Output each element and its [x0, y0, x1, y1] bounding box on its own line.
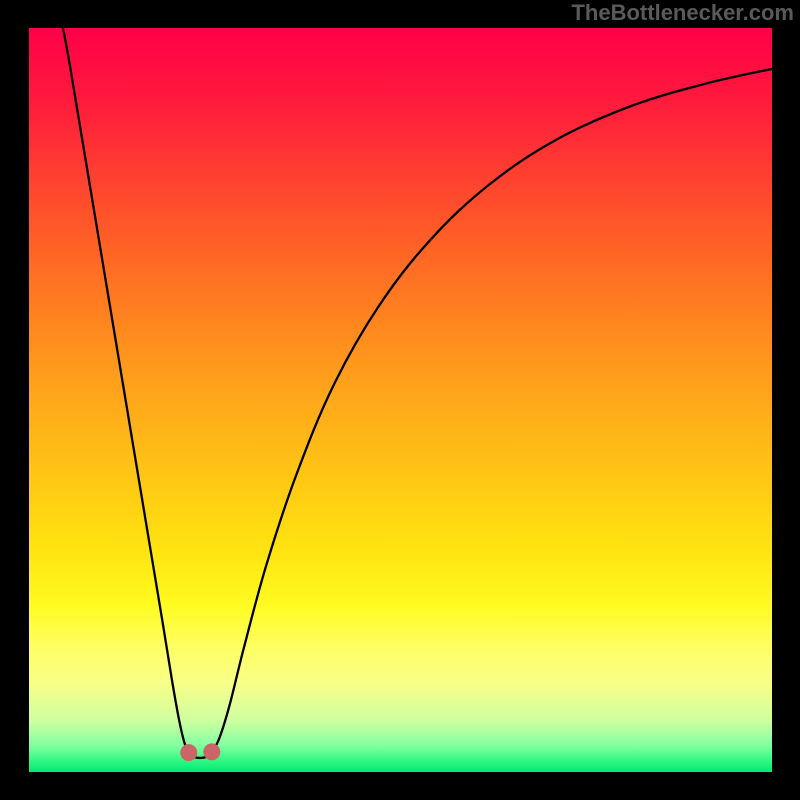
curve-endpoint-left — [180, 744, 197, 761]
chart-plot-area — [29, 28, 772, 772]
curve-endpoint-right — [203, 743, 220, 760]
gradient-background — [29, 28, 772, 772]
bottleneck-curve-chart — [29, 28, 772, 772]
watermark-text: TheBottlenecker.com — [571, 0, 794, 26]
